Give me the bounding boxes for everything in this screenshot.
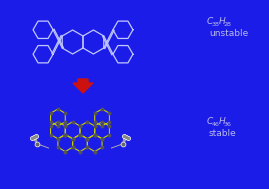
Text: 38: 38 bbox=[212, 22, 220, 27]
Polygon shape bbox=[87, 135, 102, 152]
Text: unstable: unstable bbox=[209, 29, 248, 39]
Polygon shape bbox=[58, 135, 73, 152]
Text: 46: 46 bbox=[212, 122, 220, 127]
FancyArrow shape bbox=[73, 79, 93, 93]
Text: stable: stable bbox=[209, 129, 237, 139]
Polygon shape bbox=[95, 122, 109, 139]
Text: H: H bbox=[219, 18, 226, 26]
Polygon shape bbox=[65, 122, 80, 139]
Polygon shape bbox=[51, 122, 65, 139]
Polygon shape bbox=[51, 109, 65, 126]
Text: C: C bbox=[207, 18, 213, 26]
Polygon shape bbox=[73, 135, 87, 152]
Text: H: H bbox=[219, 118, 226, 126]
Polygon shape bbox=[95, 109, 109, 126]
Text: 36: 36 bbox=[224, 122, 232, 127]
Text: 28: 28 bbox=[224, 22, 232, 27]
Text: C: C bbox=[207, 118, 213, 126]
Polygon shape bbox=[80, 122, 95, 139]
